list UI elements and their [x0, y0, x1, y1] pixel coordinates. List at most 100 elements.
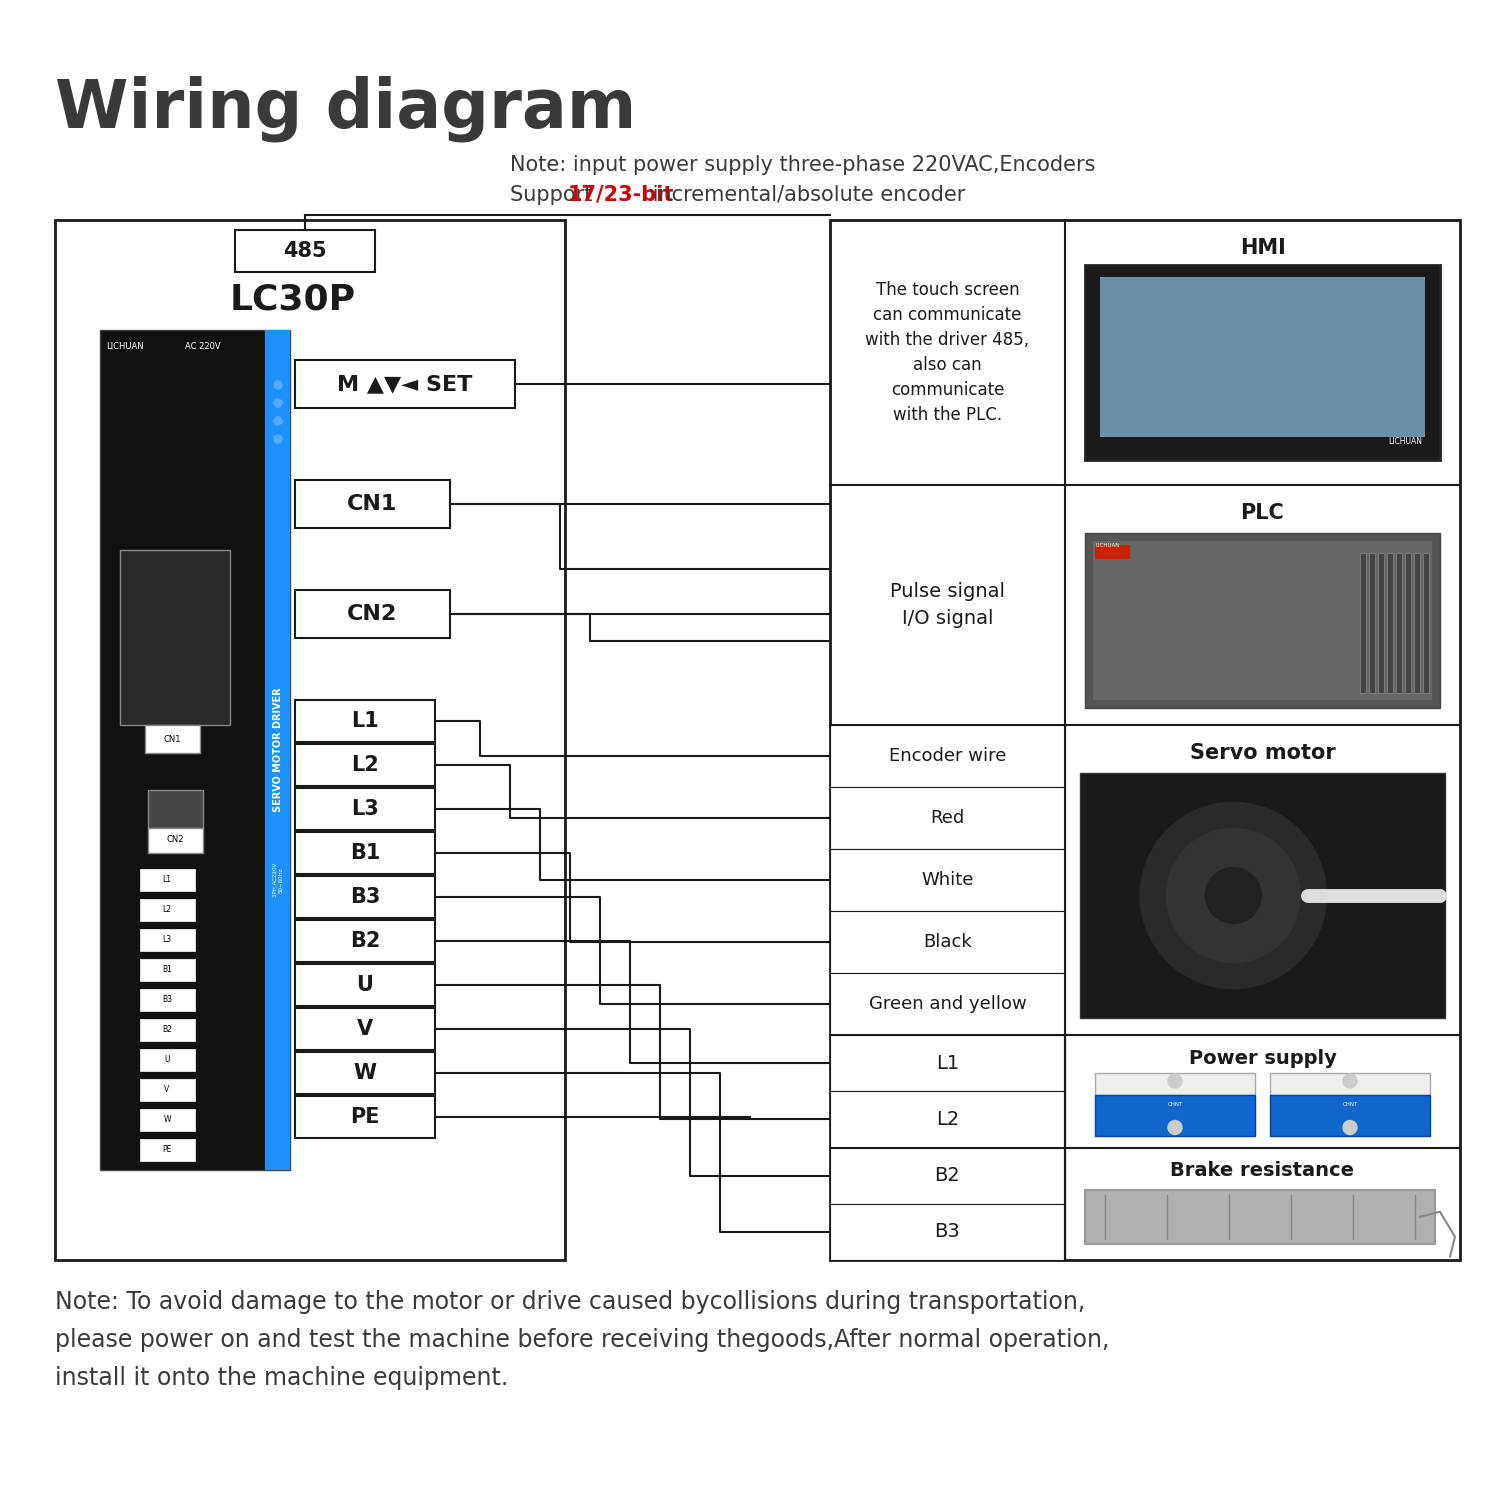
Text: L1: L1 [936, 1053, 958, 1072]
Bar [296, 744, 435, 786]
Bar [1414, 554, 1420, 693]
Circle shape [274, 435, 282, 442]
Bar [140, 928, 195, 951]
Text: CHNT: CHNT [1342, 1101, 1358, 1107]
Circle shape [274, 399, 282, 406]
Text: M ▲▼◄ SET: M ▲▼◄ SET [338, 374, 472, 394]
Text: LICHUAN: LICHUAN [1388, 436, 1422, 445]
Bar [830, 1148, 1065, 1203]
Text: W: W [354, 1064, 376, 1083]
Text: L2: L2 [162, 906, 171, 915]
Text: L1: L1 [351, 711, 380, 730]
Text: Servo motor: Servo motor [1190, 742, 1335, 764]
Text: B1: B1 [162, 966, 172, 975]
Text: Wiring diagram: Wiring diagram [56, 75, 636, 141]
Text: LICHUAN: LICHUAN [1095, 543, 1119, 548]
Bar [1084, 1190, 1436, 1243]
Text: Support: Support [510, 184, 598, 206]
Circle shape [1168, 1120, 1182, 1134]
Text: White: White [921, 871, 974, 889]
Bar [296, 360, 514, 408]
Bar [140, 988, 195, 1011]
Circle shape [1342, 1120, 1358, 1134]
Bar [830, 910, 1065, 974]
Bar [1406, 554, 1411, 693]
Bar [830, 1203, 1065, 1260]
Bar [140, 958, 195, 981]
Bar [1370, 554, 1376, 693]
Text: CN1: CN1 [348, 494, 398, 514]
Bar [140, 1019, 195, 1041]
Text: B2: B2 [162, 1026, 172, 1035]
Bar [100, 330, 290, 1170]
Bar [266, 330, 290, 1170]
Text: V: V [165, 1086, 170, 1095]
Text: install it onto the machine equipment.: install it onto the machine equipment. [56, 1366, 509, 1390]
Text: L1: L1 [162, 876, 171, 885]
Bar [830, 724, 1065, 788]
Text: Encoder wire: Encoder wire [890, 747, 1007, 765]
Text: B2: B2 [934, 1166, 960, 1185]
Text: The touch screen
can communicate
with the driver 485,
also can
communicate
with : The touch screen can communicate with th… [865, 280, 1029, 424]
Text: incremental/absolute encoder: incremental/absolute encoder [646, 184, 966, 206]
Bar [296, 964, 435, 1006]
Text: Pulse signal
I/O signal: Pulse signal I/O signal [890, 582, 1005, 627]
Bar [1095, 544, 1130, 560]
Text: 3PH AC220V
50~60Hz: 3PH AC220V 50~60Hz [273, 862, 284, 897]
Bar [296, 1096, 435, 1138]
Bar [830, 849, 1065, 910]
Circle shape [274, 417, 282, 424]
Bar [1360, 554, 1366, 693]
Bar [140, 1108, 195, 1131]
Bar [1095, 1072, 1256, 1095]
Bar [830, 974, 1065, 1035]
Bar [296, 480, 450, 528]
Bar [148, 828, 202, 854]
Text: U: U [165, 1056, 170, 1065]
Text: L2: L2 [936, 1110, 958, 1130]
Text: AC 220V: AC 220V [184, 342, 220, 351]
Bar [146, 724, 200, 753]
Text: LICHUAN: LICHUAN [106, 342, 144, 351]
Text: L2: L2 [351, 754, 380, 776]
Circle shape [274, 381, 282, 388]
Text: Red: Red [930, 808, 964, 826]
Text: Note: input power supply three-phase 220VAC,Encoders: Note: input power supply three-phase 220… [510, 154, 1095, 176]
Text: B3: B3 [350, 886, 380, 908]
Bar [140, 1138, 195, 1161]
Bar [296, 833, 435, 874]
Text: L3: L3 [351, 800, 380, 819]
Text: B3: B3 [162, 996, 172, 1005]
Text: CN2: CN2 [348, 604, 398, 624]
Text: U: U [357, 975, 374, 994]
Text: Green and yellow: Green and yellow [868, 994, 1026, 1012]
Bar [1095, 1095, 1256, 1136]
Circle shape [1168, 1074, 1182, 1088]
Text: 17/23-bit: 17/23-bit [568, 184, 675, 206]
Bar [1270, 1095, 1430, 1136]
Bar [296, 590, 450, 638]
Bar [830, 1035, 1065, 1092]
Bar [148, 790, 202, 828]
Circle shape [1342, 1074, 1358, 1088]
Bar [296, 700, 435, 742]
Text: LC30P: LC30P [230, 284, 356, 316]
Bar [1084, 532, 1440, 708]
Circle shape [1206, 867, 1262, 924]
Text: CHNT: CHNT [1167, 1101, 1182, 1107]
Bar [830, 788, 1065, 849]
Bar [1080, 772, 1444, 1018]
Text: PE: PE [162, 1146, 171, 1155]
Text: CN1: CN1 [164, 735, 180, 744]
Text: Note: To avoid damage to the motor or drive caused bycollisions during transport: Note: To avoid damage to the motor or dr… [56, 1290, 1084, 1314]
Bar [1094, 542, 1432, 700]
Text: 485: 485 [284, 242, 327, 261]
Bar [296, 1008, 435, 1050]
Text: PE: PE [350, 1107, 380, 1126]
Circle shape [1140, 802, 1326, 988]
Bar [296, 920, 435, 962]
Bar [296, 788, 435, 830]
Text: PLC: PLC [1240, 503, 1284, 524]
Bar [1396, 554, 1402, 693]
Bar [140, 898, 195, 921]
